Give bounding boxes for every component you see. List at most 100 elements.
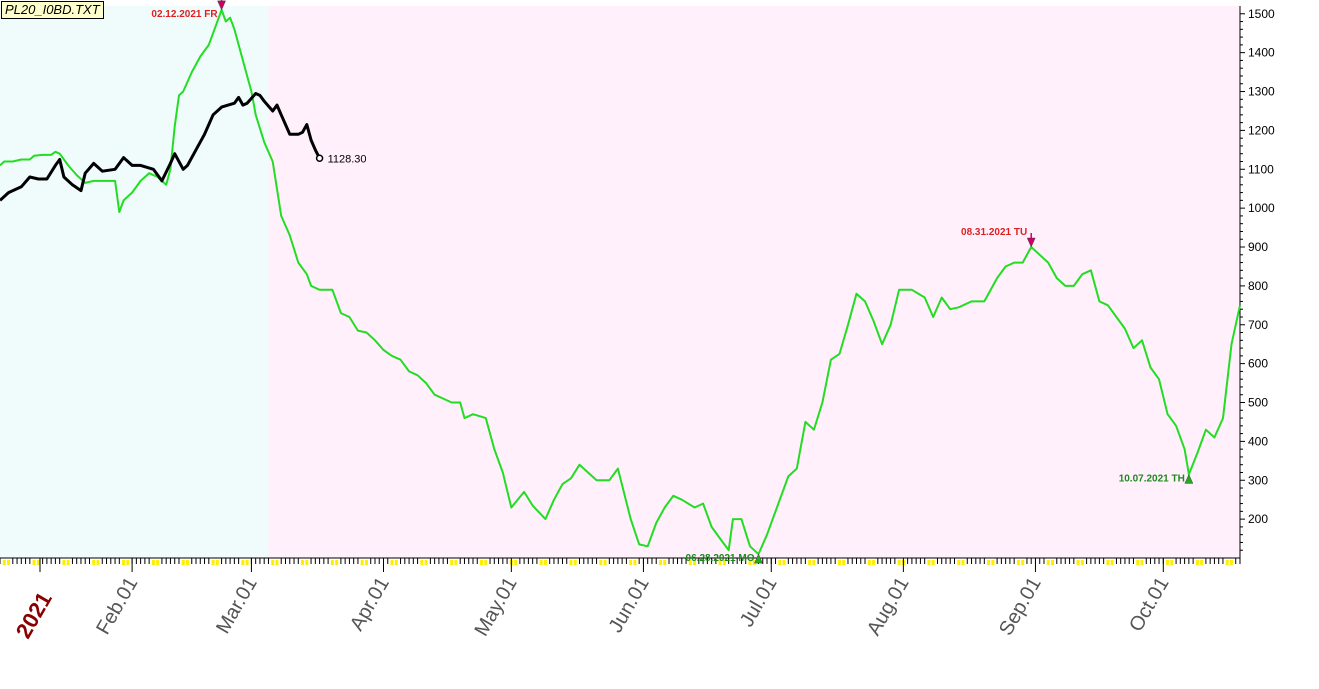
x-axis-ticks (0, 557, 1241, 565)
weekend-mark (1136, 560, 1140, 565)
weekend-mark (867, 560, 871, 565)
weekend-mark (569, 560, 573, 565)
weekend-mark (603, 560, 607, 565)
y-tick-label: 1200 (1248, 123, 1275, 137)
weekend-mark (96, 560, 100, 565)
y-tick-label: 600 (1248, 357, 1268, 371)
weekend-mark (782, 560, 786, 565)
y-tick-label: 900 (1248, 240, 1268, 254)
weekend-mark (693, 560, 697, 565)
high-label: 02.12.2021 FR (151, 9, 218, 20)
y-tick-label: 1100 (1248, 162, 1274, 176)
month-label: Jul.01 (736, 574, 782, 631)
weekend-mark (897, 560, 901, 565)
last-value-marker (315, 154, 324, 163)
weekend-mark (275, 560, 279, 565)
weekend-mark (480, 560, 484, 565)
history-background (0, 6, 269, 558)
weekend-mark (1229, 560, 1233, 565)
weekend-mark (1170, 560, 1174, 565)
month-label: May.01 (471, 574, 522, 641)
month-label: Oct.01 (1125, 574, 1174, 636)
weekend-mark (1225, 560, 1229, 565)
weekend-mark (663, 560, 667, 565)
high-marker (217, 0, 226, 11)
weekend-mark (454, 560, 458, 565)
y-tick-label: 200 (1248, 512, 1268, 526)
weekend-mark (629, 560, 633, 565)
weekend-mark (837, 560, 841, 565)
y-tick-label: 300 (1248, 473, 1268, 487)
weekend-mark (181, 560, 185, 565)
forecast-line (0, 8, 1241, 556)
weekend-mark (241, 560, 245, 565)
x-axis: 2021 Feb.01 Mar.01 Apr.01 May.01 Jun.01 Jul.01… (11, 558, 1174, 643)
weekend-mark (961, 560, 965, 565)
weekend-mark (872, 560, 876, 565)
weekend-mark (420, 560, 424, 565)
weekend-mark (1080, 560, 1084, 565)
weekend-mark (1110, 560, 1114, 565)
file-label: PL20_I0BD.TXT (1, 1, 104, 19)
month-label: Apr.01 (346, 574, 394, 635)
weekend-mark (484, 560, 488, 565)
weekend-mark (62, 560, 66, 565)
weekend-mark (748, 560, 752, 565)
weekend-mark (1046, 560, 1050, 565)
weekend-mark (722, 560, 726, 565)
weekend-mark (1200, 560, 1204, 565)
y-tick-label: 500 (1248, 396, 1268, 410)
weekend-mark (752, 560, 756, 565)
last-value-label: 1128.30 (328, 153, 367, 165)
weekend-mark (122, 560, 126, 565)
weekend-mark (32, 560, 36, 565)
weekend-mark (1016, 560, 1020, 565)
high-label: 08.31.2021 TU (961, 227, 1027, 238)
weekend-mark (211, 560, 215, 565)
weekend-mark (151, 560, 155, 565)
low-marker (754, 553, 763, 564)
weekend-mark (330, 560, 334, 565)
weekend-mark (215, 560, 219, 565)
weekend-mark (718, 560, 722, 565)
weekend-mark (305, 560, 309, 565)
weekend-mark (301, 560, 305, 565)
month-label: Mar.01 (212, 574, 262, 638)
y-tick-label: 1500 (1248, 7, 1275, 21)
weekend-mark (185, 560, 189, 565)
weekend-mark (360, 560, 364, 565)
weekend-mark (1076, 560, 1080, 565)
month-label: Aug.01 (863, 574, 914, 640)
weekend-mark (573, 560, 577, 565)
weekend-mark (1051, 560, 1055, 565)
weekend-mark (991, 560, 995, 565)
weekend-mark (957, 560, 961, 565)
weekend-mark (778, 560, 782, 565)
weekend-mark (156, 560, 160, 565)
weekend-mark (364, 560, 368, 565)
weekend-mark (390, 560, 394, 565)
forecast-background (268, 6, 1240, 558)
annotations: 02.12.2021 FR 08.31.2021 TU 06.28.2021 MO 1… (151, 0, 1194, 564)
weekend-mark (543, 560, 547, 565)
month-label: Feb.01 (92, 574, 142, 639)
weekend-mark (1140, 560, 1144, 565)
weekend-mark (1166, 560, 1170, 565)
weekend-mark (450, 560, 454, 565)
y-tick-label: 700 (1248, 318, 1268, 332)
month-label: Jun.01 (605, 574, 654, 637)
price-line (0, 92, 321, 202)
low-label: 10.07.2021 TH (1119, 473, 1185, 484)
weekend-mark (271, 560, 275, 565)
y-tick-label: 1300 (1248, 85, 1275, 99)
y-tick-label: 1400 (1248, 46, 1275, 60)
year-label: 2021 (11, 588, 57, 643)
weekend-mark (633, 560, 637, 565)
weekend-mark (842, 560, 846, 565)
weekend-mark (688, 560, 692, 565)
weekend-mark (394, 560, 398, 565)
weekend-mark (808, 560, 812, 565)
month-label: Sep.01 (995, 574, 1046, 640)
weekend-mark (539, 560, 543, 565)
